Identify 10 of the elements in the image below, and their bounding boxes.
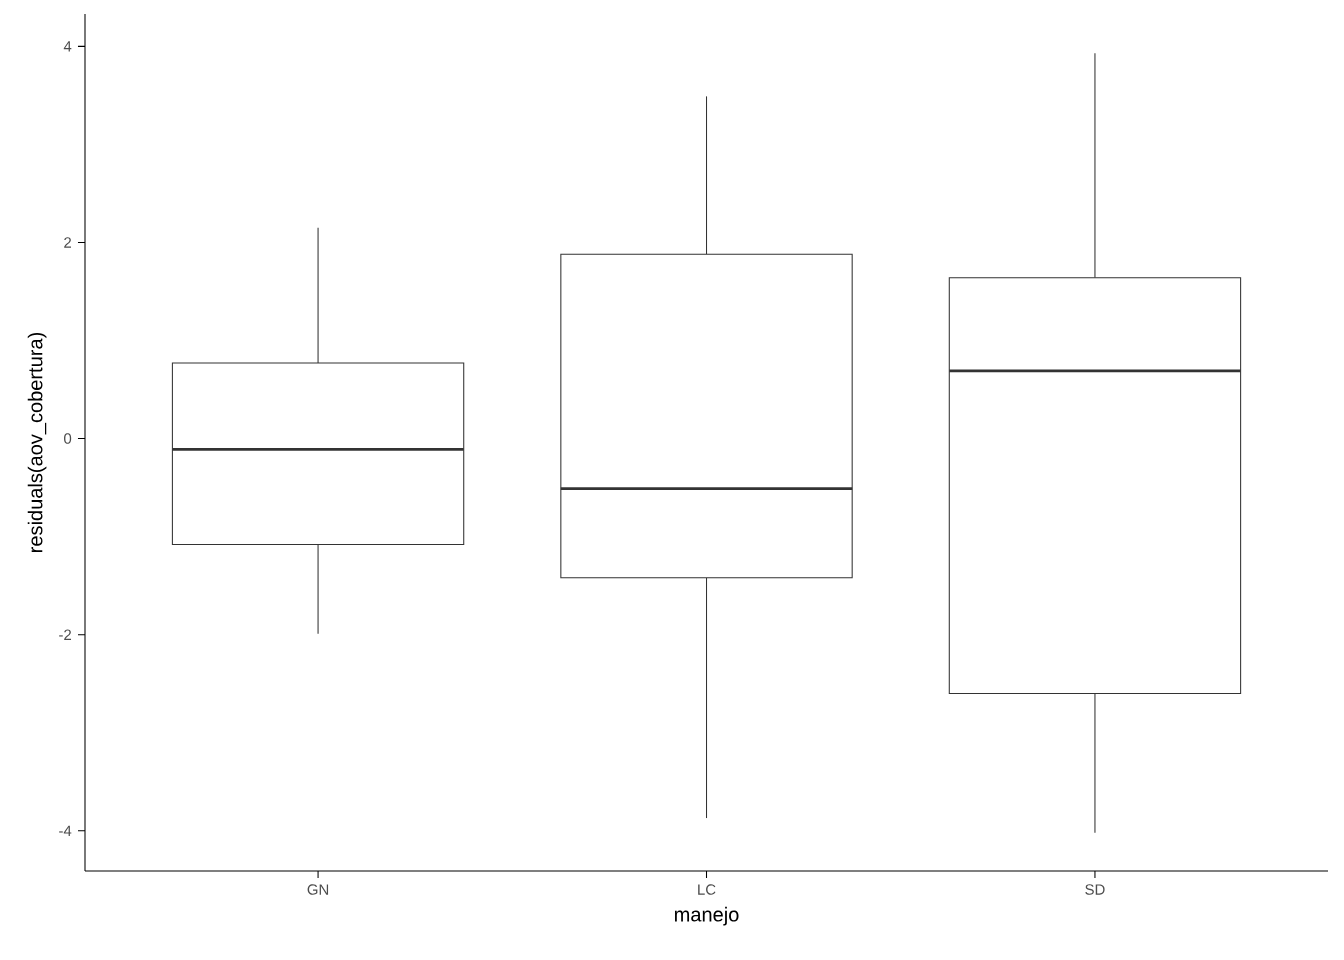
y-tick-label: 4 [63, 41, 72, 52]
y-tick-label: -4 [59, 825, 72, 836]
x-axis-title: manejo [674, 906, 739, 926]
x-tick-label: GN [307, 884, 329, 895]
y-tick-label: 2 [64, 237, 72, 248]
y-axis-title: residuals(aov_cobertura) [27, 332, 47, 552]
y-tick-label: -2 [59, 629, 72, 640]
x-tick-label: LC [698, 884, 716, 895]
y-tick-label: 0 [64, 433, 72, 444]
x-tick-label: SD [1085, 884, 1105, 895]
